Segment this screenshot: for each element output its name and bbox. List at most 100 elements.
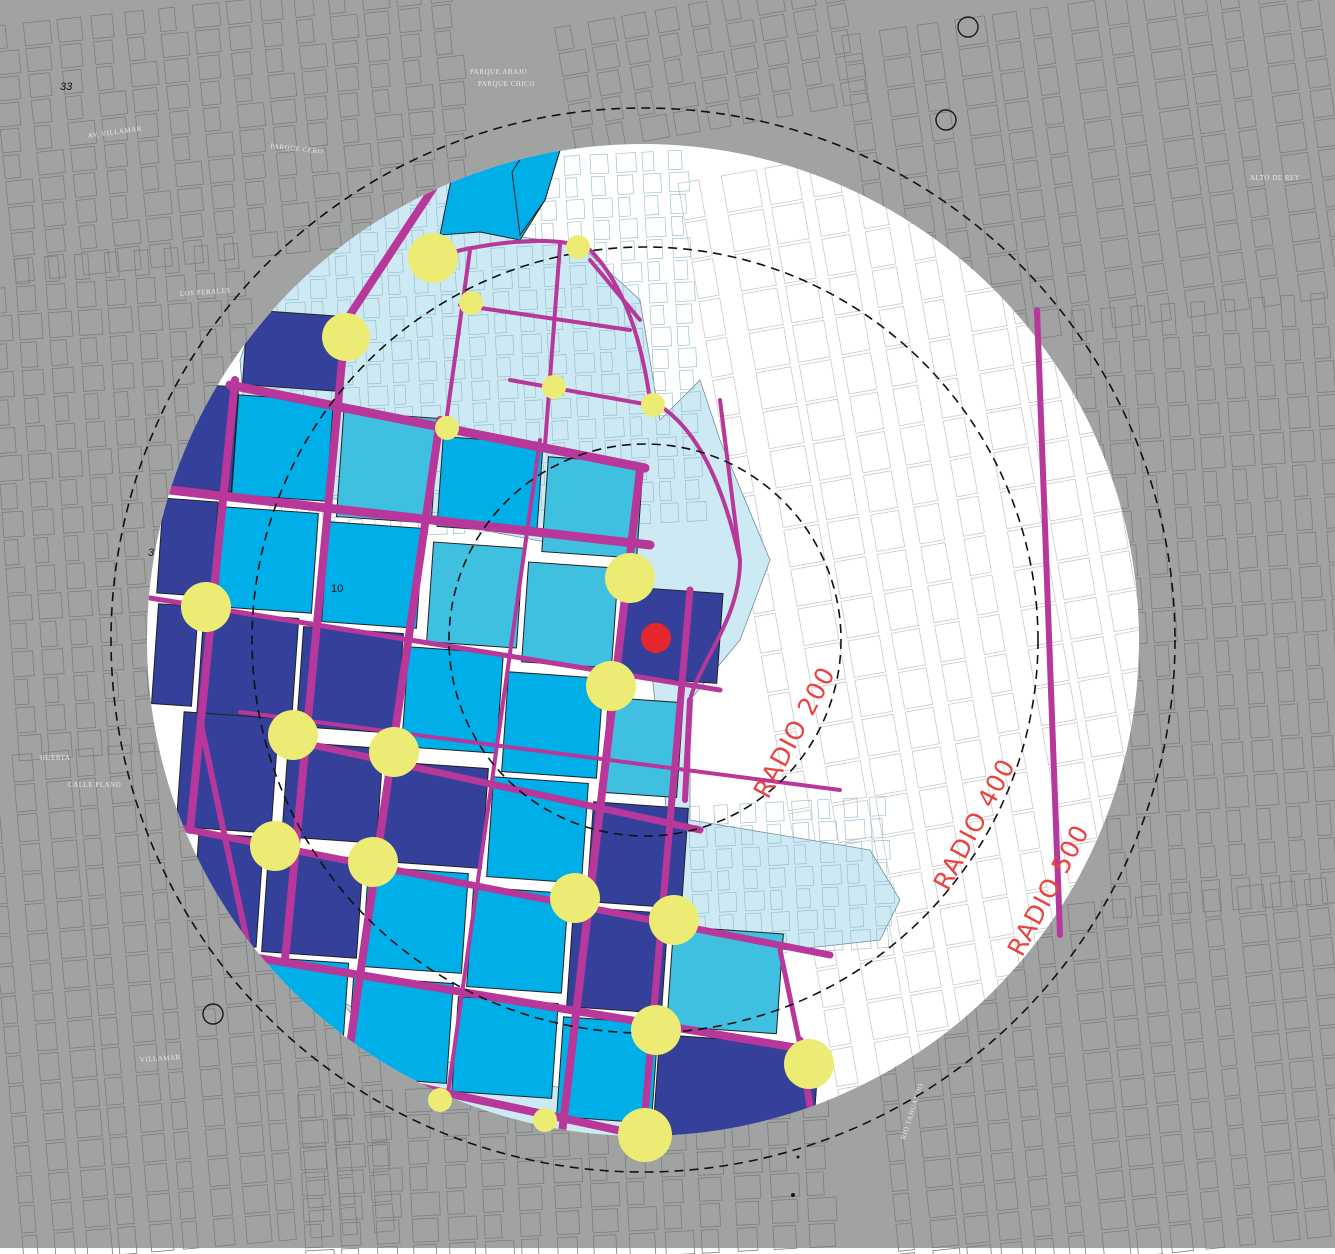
parcel-lot	[1224, 366, 1247, 400]
parcel-lot	[1137, 924, 1163, 955]
road-segment	[777, 947, 803, 1048]
parcel-lot	[1258, 841, 1278, 875]
parcel-lot	[115, 834, 141, 864]
parcel-lot	[168, 109, 191, 136]
street-label: VILLAMAR	[140, 1053, 181, 1064]
parcel-lot	[293, 0, 315, 18]
parcel-lot	[8, 1085, 27, 1115]
parcel-lot	[327, 0, 346, 15]
parcel-lot	[1104, 0, 1131, 27]
parcel-lot	[975, 857, 1008, 899]
parcel-lot	[671, 215, 684, 237]
parcel-lot	[919, 1128, 951, 1159]
parcel-lot	[755, 366, 798, 410]
parcel-lot	[844, 819, 866, 840]
parcel-lot	[304, 95, 329, 122]
parcel-lot	[733, 1174, 762, 1200]
parcel-lot	[375, 1219, 401, 1245]
parcel-lot	[231, 1064, 260, 1095]
parcel-lot	[47, 310, 74, 339]
parcel-lot	[1276, 940, 1304, 971]
parcel-lot	[1113, 1017, 1141, 1048]
parcel-lot	[601, 373, 621, 394]
parcel-lot	[109, 774, 136, 805]
parcel-lot	[71, 646, 95, 674]
parcel-lot	[857, 151, 881, 182]
parcel-lot	[1264, 500, 1284, 533]
parcel-lot	[332, 39, 360, 67]
parcel-lot	[1147, 1014, 1172, 1045]
parcel-lot	[143, 1162, 170, 1193]
parcel-lot	[467, 314, 490, 335]
parcel-lot	[1052, 1085, 1072, 1115]
parcel-lot	[5, 178, 35, 206]
parcel-lot	[991, 692, 1020, 734]
parcel-lot	[615, 152, 637, 173]
map-dot	[796, 1155, 800, 1159]
parcel-lot	[805, 1171, 825, 1197]
parcel-lot	[59, 929, 88, 960]
parcel-lot	[369, 62, 391, 89]
parcel-lot	[634, 89, 655, 117]
parcel-lot	[305, 1249, 336, 1254]
parcel-lot	[98, 1016, 120, 1046]
parcel-lot	[13, 1144, 32, 1174]
parcel-lot	[247, 206, 267, 232]
parcel-lot	[1037, 65, 1061, 97]
parcel-lot	[1071, 636, 1110, 680]
parcel-lot	[1109, 442, 1137, 476]
parcel-lot	[793, 844, 807, 865]
parcel-lot	[1217, 251, 1246, 283]
parcel-lot	[1301, 1178, 1329, 1210]
parcel-lot	[1013, 564, 1056, 608]
parcel-lot	[1285, 805, 1303, 839]
parcel-lot	[43, 749, 72, 780]
parcel-lot	[975, 163, 1010, 196]
parcel-lot	[945, 229, 972, 261]
intersection-nodes	[181, 233, 834, 1162]
parcel-lot	[849, 391, 885, 434]
parcel-lot	[109, 334, 129, 362]
parcel-lot	[1202, 470, 1219, 504]
parcel-lot	[1064, 1204, 1084, 1234]
parcel-lot	[1211, 605, 1238, 639]
parcel-lot	[651, 348, 670, 370]
parcel-lot	[759, 13, 788, 42]
parcel-lot	[106, 168, 129, 195]
parcel-lot	[1214, 1007, 1235, 1038]
parcel-lot	[953, 1124, 982, 1156]
parcel-lot	[826, 516, 866, 560]
parcel-lot	[346, 169, 374, 196]
parcel-lot	[954, 15, 989, 48]
parcel-lot	[990, 1151, 1016, 1182]
parcel-lot	[177, 186, 205, 214]
parcel-lot	[742, 868, 758, 890]
parcel-lot	[660, 1152, 686, 1178]
parcel-lot	[117, 864, 144, 894]
parcel-lot	[794, 865, 814, 887]
parcel-lot	[991, 10, 1021, 42]
parcel-lot	[1230, 69, 1253, 100]
parcel-lot	[1245, 973, 1276, 1004]
parcel-lot	[402, 59, 422, 85]
parcel-lot	[944, 1035, 972, 1066]
parcel-lot	[955, 739, 987, 781]
parcel-lot	[696, 50, 729, 79]
parcel-lot	[639, 113, 671, 142]
parcel-lot	[366, 36, 391, 63]
parcel-lot	[199, 80, 222, 107]
parcel-lot	[1179, 573, 1203, 608]
parcel-lot	[1150, 1044, 1176, 1075]
parcel-lot	[563, 155, 581, 176]
parcel-lot	[78, 224, 98, 250]
parcel-lot	[139, 332, 159, 360]
parcel-lot	[39, 175, 67, 202]
intersection-node	[428, 1088, 452, 1112]
parcel-lot	[1039, 965, 1059, 996]
parcel-lot	[105, 278, 127, 306]
parcel-lot	[27, 452, 54, 480]
parcel-lot	[1328, 563, 1335, 597]
parcel-lot	[1200, 133, 1230, 165]
parcel-lot	[684, 218, 713, 260]
parcel-lot	[653, 371, 667, 392]
